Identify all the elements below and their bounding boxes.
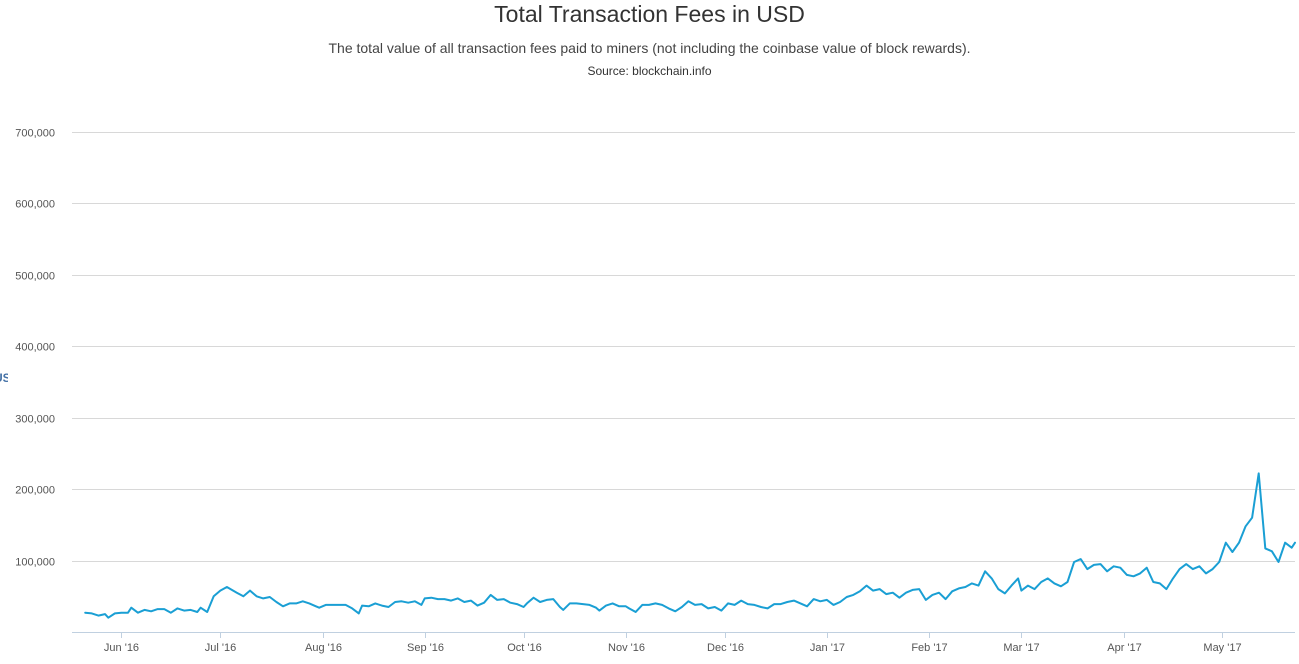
y-tick-label: 200,000 bbox=[15, 485, 55, 497]
chart-source: Source: blockchain.info bbox=[587, 64, 712, 78]
x-tick-label: Apr '17 bbox=[1107, 642, 1142, 654]
y-tick-label: 300,000 bbox=[15, 414, 55, 426]
x-tick-label: Aug '16 bbox=[305, 642, 342, 654]
y-tick-label: 100,000 bbox=[15, 557, 55, 569]
x-axis bbox=[72, 632, 1295, 638]
y-axis-tick-labels: 100,000 200,000 300,000 400,000 500,000 600,0… bbox=[15, 128, 55, 569]
chart-title: Total Transaction Fees in USD bbox=[494, 1, 805, 27]
gridlines bbox=[72, 132, 1295, 562]
x-tick-label: Jun '16 bbox=[104, 642, 139, 654]
y-tick-label: 700,000 bbox=[15, 128, 55, 140]
x-tick-label: Sep '16 bbox=[407, 642, 444, 654]
x-tick-label: Feb '17 bbox=[911, 642, 947, 654]
x-tick-label: Dec '16 bbox=[707, 642, 744, 654]
x-tick-label: Oct '16 bbox=[507, 642, 542, 654]
x-tick-label: May '17 bbox=[1203, 642, 1241, 654]
x-tick-label: Jul '16 bbox=[205, 642, 236, 654]
series-layer bbox=[84, 472, 1296, 619]
y-tick-label: 600,000 bbox=[15, 199, 55, 211]
series-line-total-transaction-fees bbox=[84, 472, 1296, 619]
chart-subtitle: The total value of all transaction fees … bbox=[328, 40, 971, 56]
y-axis-title: USD bbox=[0, 371, 8, 385]
x-tick-label: Nov '16 bbox=[608, 642, 645, 654]
y-tick-label: 400,000 bbox=[15, 342, 55, 354]
x-axis-tick-labels: Jun '16 Jul '16 Aug '16 Sep '16 Oct '16 Nov '… bbox=[104, 642, 1242, 654]
y-tick-label: 500,000 bbox=[15, 271, 55, 283]
x-tick-label: Mar '17 bbox=[1003, 642, 1039, 654]
x-tick-label: Jan '17 bbox=[810, 642, 845, 654]
